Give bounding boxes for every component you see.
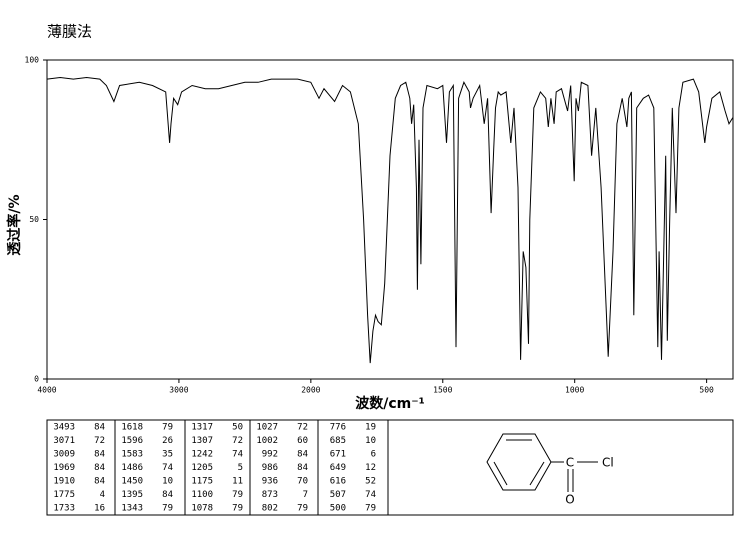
peak-transmittance: 84 (94, 450, 105, 460)
y-tick-label: 0 (34, 375, 39, 384)
peak-wavenumber: 3493 (53, 423, 75, 433)
peak-wavenumber: 1596 (121, 436, 143, 446)
table-frame (46, 419, 734, 516)
peak-wavenumber: 1486 (121, 463, 143, 473)
peak-transmittance: 72 (94, 436, 105, 446)
peak-transmittance: 6 (371, 450, 376, 460)
peak-transmittance: 79 (162, 504, 173, 514)
peak-transmittance: 10 (162, 477, 173, 487)
peak-wavenumber: 3009 (53, 450, 75, 460)
peak-wavenumber: 986 (262, 463, 278, 473)
peak-wavenumber: 1242 (191, 450, 213, 460)
y-tick-label: 50 (29, 215, 39, 224)
peak-wavenumber: 1450 (121, 477, 143, 487)
peak-transmittance: 7 (303, 490, 308, 500)
x-axis-label: 波数/cm⁻¹ (355, 395, 425, 412)
peak-transmittance: 10 (365, 436, 376, 446)
peak-transmittance: 72 (232, 436, 243, 446)
peak-transmittance: 60 (297, 436, 308, 446)
peak-wavenumber: 873 (262, 490, 278, 500)
peak-transmittance: 79 (297, 504, 308, 514)
ring-bond (493, 461, 508, 486)
peak-wavenumber: 1078 (191, 504, 213, 514)
peak-transmittance: 19 (365, 423, 376, 433)
peak-transmittance: 79 (232, 490, 243, 500)
peak-transmittance: 79 (232, 504, 243, 514)
peak-wavenumber: 500 (330, 504, 346, 514)
x-tick-label: 1500 (433, 386, 452, 395)
title: 薄膜法 (47, 23, 92, 41)
peak-wavenumber: 1910 (53, 477, 75, 487)
peak-wavenumber: 992 (262, 450, 278, 460)
peak-wavenumber: 671 (330, 450, 346, 460)
peak-transmittance: 74 (232, 450, 243, 460)
peak-transmittance: 5 (238, 463, 243, 473)
peak-transmittance: 12 (365, 463, 376, 473)
plot-frame (46, 59, 734, 380)
peak-transmittance: 70 (297, 477, 308, 487)
peak-wavenumber: 1395 (121, 490, 143, 500)
peak-wavenumber: 1027 (256, 423, 278, 433)
peak-wavenumber: 1969 (53, 463, 75, 473)
peak-wavenumber: 685 (330, 436, 346, 446)
peak-wavenumber: 1175 (191, 477, 213, 487)
peak-wavenumber: 1002 (256, 436, 278, 446)
benzene-ring (486, 433, 552, 491)
peak-transmittance: 52 (365, 477, 376, 487)
peak-wavenumber: 1733 (53, 504, 75, 514)
peak-wavenumber: 1583 (121, 450, 143, 460)
x-tick-label: 2000 (301, 386, 320, 395)
y-axis-label: 透过率/% (6, 194, 23, 255)
atom-label: Cl (602, 456, 614, 470)
peak-wavenumber: 1205 (191, 463, 213, 473)
peak-transmittance: 50 (232, 423, 243, 433)
peak-transmittance: 84 (94, 463, 105, 473)
peak-wavenumber: 649 (330, 463, 346, 473)
peak-transmittance: 4 (100, 490, 105, 500)
peak-wavenumber: 1307 (191, 436, 213, 446)
x-tick-label: 3000 (169, 386, 188, 395)
peak-transmittance: 84 (162, 490, 173, 500)
peak-transmittance: 79 (162, 423, 173, 433)
peak-transmittance: 16 (94, 504, 105, 514)
peak-transmittance: 84 (297, 450, 308, 460)
y-tick-label: 100 (25, 56, 40, 65)
peak-wavenumber: 1343 (121, 504, 143, 514)
peak-transmittance: 35 (162, 450, 173, 460)
peak-wavenumber: 3071 (53, 436, 75, 446)
peak-transmittance: 11 (232, 477, 243, 487)
peak-transmittance: 74 (365, 490, 376, 500)
peak-wavenumber: 1775 (53, 490, 75, 500)
x-tick-label: 1000 (565, 386, 584, 395)
peak-transmittance: 79 (365, 504, 376, 514)
x-tick-label: 500 (699, 386, 714, 395)
peak-transmittance: 84 (297, 463, 308, 473)
peak-wavenumber: 802 (262, 504, 278, 514)
peak-wavenumber: 507 (330, 490, 346, 500)
spectrum-line (46, 76, 734, 364)
ring-bond (529, 461, 545, 486)
structure-drawing (486, 433, 598, 492)
atom-label: C (566, 456, 574, 470)
peak-transmittance: 84 (94, 477, 105, 487)
peak-wavenumber: 1618 (121, 423, 143, 433)
peak-wavenumber: 1317 (191, 423, 213, 433)
atom-label: O (565, 493, 574, 507)
peak-transmittance: 72 (297, 423, 308, 433)
peak-transmittance: 74 (162, 463, 173, 473)
peak-wavenumber: 1100 (191, 490, 213, 500)
x-tick-label: 4000 (37, 386, 56, 395)
peak-transmittance: 26 (162, 436, 173, 446)
peak-wavenumber: 936 (262, 477, 278, 487)
peak-transmittance: 84 (94, 423, 105, 433)
peak-wavenumber: 616 (330, 477, 346, 487)
peak-wavenumber: 776 (330, 423, 346, 433)
